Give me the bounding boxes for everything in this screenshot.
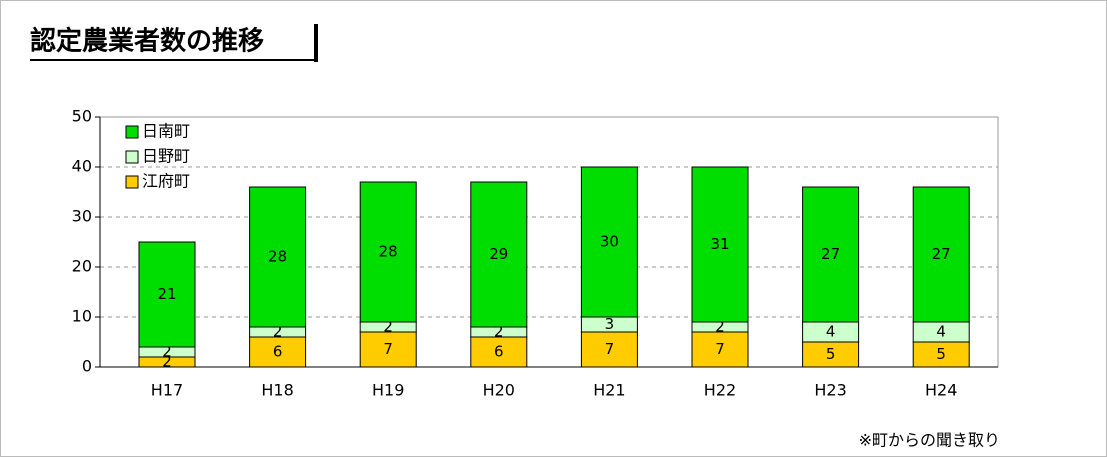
legend-label: 江府町	[142, 172, 190, 191]
bar-segment	[691, 166, 749, 323]
x-tick-label: H17	[151, 381, 183, 400]
x-tick-label: H21	[593, 381, 625, 400]
data-label: 7	[715, 340, 725, 358]
legend-swatch	[125, 150, 139, 164]
data-label: 27	[932, 245, 951, 263]
data-label: 21	[157, 285, 176, 303]
data-label: 6	[273, 343, 283, 361]
data-label: 4	[936, 323, 946, 341]
bar-segment	[802, 341, 860, 368]
bar-segment	[580, 166, 638, 318]
legend-label: 日南町	[142, 122, 190, 141]
bar-segment	[359, 181, 417, 323]
data-label: 4	[826, 323, 836, 341]
data-label: 7	[605, 340, 615, 358]
data-label: 28	[268, 248, 287, 266]
data-label: 2	[162, 353, 172, 371]
data-label: 30	[600, 233, 619, 251]
x-tick-label: H24	[925, 381, 957, 400]
data-label: 27	[821, 245, 840, 263]
y-tick-label: 0	[82, 357, 92, 376]
data-label: 31	[710, 235, 729, 253]
bar-segment	[912, 186, 970, 323]
data-label: 2	[494, 323, 504, 341]
x-tick-label: H23	[814, 381, 846, 400]
bar-segment	[138, 241, 196, 348]
data-label: 5	[936, 345, 946, 363]
x-tick-label: H22	[704, 381, 736, 400]
y-tick-label: 30	[72, 207, 92, 226]
legend-swatch	[125, 125, 139, 139]
bar-segment	[470, 336, 528, 368]
x-tick-label: H18	[261, 381, 293, 400]
bar-segment	[359, 331, 417, 368]
data-label: 2	[715, 318, 725, 336]
x-tick-label: H20	[483, 381, 515, 400]
y-tick-label: 20	[72, 257, 92, 276]
data-label: 3	[605, 315, 615, 333]
bar-segment	[249, 186, 307, 328]
data-label: 2	[273, 323, 283, 341]
chart-title: 認定農業者数の推移	[30, 26, 264, 57]
data-label: 5	[826, 345, 836, 363]
y-tick-label: 10	[72, 307, 92, 326]
legend-swatch	[125, 175, 139, 189]
bar-segment	[249, 336, 307, 368]
bar-segment	[580, 331, 638, 368]
bar-segment	[802, 186, 860, 323]
data-label: 7	[383, 340, 393, 358]
bar-segment	[912, 341, 970, 368]
data-label: 6	[494, 343, 504, 361]
data-label: 28	[379, 243, 398, 261]
plot-area	[99, 116, 999, 368]
bar-segment	[470, 181, 528, 328]
y-tick-label: 40	[72, 157, 92, 176]
x-tick-label: H19	[372, 381, 404, 400]
data-label: 29	[489, 245, 508, 263]
bar-segment	[691, 331, 749, 368]
data-label: 2	[162, 343, 172, 361]
y-tick-label: 50	[72, 107, 92, 126]
legend-label: 日野町	[142, 147, 190, 166]
data-label: 2	[383, 318, 393, 336]
note: ※町からの聞き取り	[859, 431, 1000, 450]
